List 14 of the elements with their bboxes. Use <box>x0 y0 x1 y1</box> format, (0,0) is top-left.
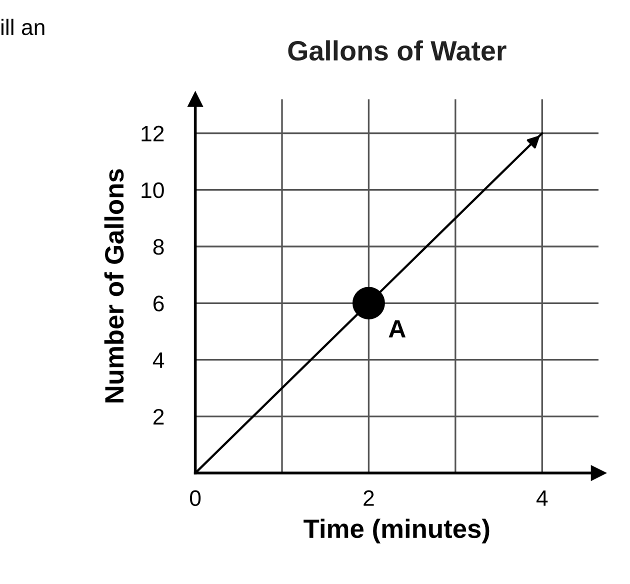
text: ill an <box>1 18 44 36</box>
y-tick-label: 12 <box>142 126 164 142</box>
y-tick-label: 2 <box>154 408 164 424</box>
x-tick-label: 4 <box>536 490 548 506</box>
y-tick-label: 4 <box>152 352 164 368</box>
chart-title: Gallons of Water <box>288 40 506 61</box>
y-tick-label: 10 <box>142 182 164 198</box>
x-tick-label: 2 <box>364 490 374 506</box>
y-tick-label: 8 <box>153 239 164 255</box>
y-tick-label: 6 <box>154 296 164 312</box>
y-axis-title: Number of Gallons <box>104 169 124 402</box>
x-axis-title: Time (minutes) <box>304 518 490 544</box>
annotation: A <box>388 320 406 338</box>
x-tick-label: 0 <box>190 490 201 506</box>
